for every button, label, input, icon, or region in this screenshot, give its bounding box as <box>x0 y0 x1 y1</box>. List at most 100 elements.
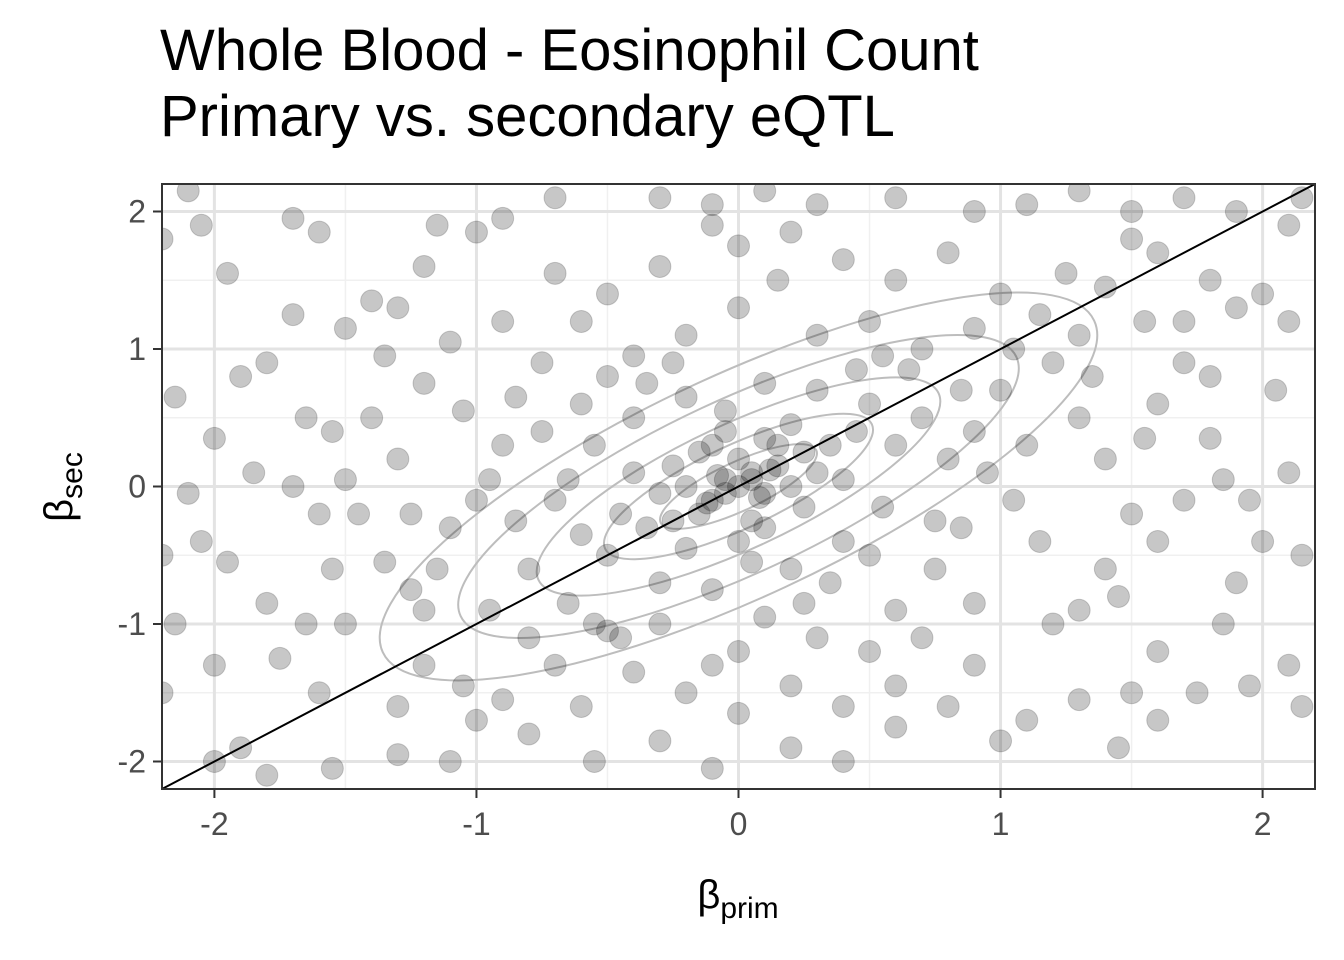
data-point <box>1251 282 1275 306</box>
data-point <box>491 688 515 712</box>
data-point <box>1211 468 1235 492</box>
data-point <box>425 213 449 237</box>
data-point <box>162 227 174 251</box>
data-point <box>1120 200 1144 223</box>
x-axis-subscript: prim <box>720 892 778 925</box>
data-point <box>255 591 279 615</box>
data-point <box>1198 365 1222 388</box>
data-point <box>504 509 528 533</box>
data-point <box>884 186 908 210</box>
identity-line-layer <box>162 184 1315 789</box>
data-point <box>989 282 1013 306</box>
density-contour-5 <box>378 291 1099 682</box>
data-point <box>1106 736 1130 760</box>
data-point <box>727 640 750 663</box>
data-point <box>713 420 737 443</box>
data-point <box>661 351 685 375</box>
data-point <box>373 550 397 574</box>
data-point <box>727 234 750 258</box>
data-point <box>962 591 986 615</box>
data-point <box>674 475 698 498</box>
data-point <box>504 385 528 409</box>
data-point <box>438 750 462 773</box>
data-point <box>674 536 698 560</box>
data-point <box>491 310 515 333</box>
chart-title: Whole Blood - Eosinophil Count <box>160 18 979 83</box>
data-point <box>622 344 646 368</box>
density-contours <box>378 291 1099 682</box>
data-point <box>831 248 855 272</box>
data-point <box>464 708 488 732</box>
data-point <box>438 516 462 540</box>
data-point <box>831 468 855 492</box>
data-point <box>386 695 410 718</box>
data-point <box>766 268 790 292</box>
data-point <box>386 447 410 471</box>
data-point <box>727 296 750 320</box>
data-point <box>661 454 685 478</box>
x-tick-label: 2 <box>1254 806 1272 842</box>
data-point <box>1067 598 1091 622</box>
data-point <box>347 502 371 526</box>
data-point <box>530 420 554 443</box>
data-point <box>609 502 633 526</box>
data-point <box>700 213 724 237</box>
data-point <box>962 316 986 340</box>
data-point <box>202 653 226 677</box>
data-point <box>517 722 541 746</box>
data-point <box>700 653 724 677</box>
data-point <box>962 200 986 223</box>
data-point <box>884 433 908 457</box>
data-point <box>1198 426 1222 450</box>
data-point <box>740 509 764 533</box>
data-point <box>779 220 803 244</box>
data-point <box>333 316 357 340</box>
data-point <box>1015 433 1039 457</box>
data-point <box>412 653 436 677</box>
data-point <box>1067 688 1091 712</box>
y-axis-symbol: β <box>37 499 81 522</box>
x-tick-label: 1 <box>992 806 1010 842</box>
density-contour-2 <box>602 412 875 561</box>
data-point <box>674 681 698 705</box>
data-point <box>844 358 868 382</box>
data-point <box>831 530 855 553</box>
data-point <box>268 646 292 670</box>
data-point <box>871 344 895 368</box>
data-point <box>569 523 593 547</box>
data-point <box>595 365 619 388</box>
data-point <box>975 461 999 485</box>
data-point <box>1054 261 1078 285</box>
data-point <box>962 653 986 677</box>
data-point <box>674 323 698 347</box>
data-point <box>635 371 659 395</box>
data-point <box>779 557 803 581</box>
data-point <box>255 763 279 787</box>
x-axis-ticks: -2 -1 0 1 2 <box>200 789 1271 842</box>
data-point <box>1002 488 1026 512</box>
data-point <box>530 351 554 375</box>
data-point <box>176 481 200 505</box>
data-point <box>294 406 318 430</box>
x-tick-label: -1 <box>462 806 490 842</box>
data-point <box>622 461 646 485</box>
y-axis-subscript: sec <box>56 452 89 499</box>
data-point <box>595 282 619 306</box>
data-point <box>884 598 908 622</box>
y-axis-ticks: -2 -1 0 1 2 <box>118 194 162 780</box>
data-point <box>753 371 777 395</box>
data-point <box>386 296 410 320</box>
data-point <box>189 530 213 553</box>
y-tick-label: 2 <box>128 194 146 230</box>
data-point <box>792 495 816 519</box>
data-point <box>281 303 305 327</box>
data-point <box>962 420 986 443</box>
data-point <box>1093 447 1117 471</box>
x-axis-symbol: β <box>697 873 720 917</box>
data-point <box>1185 681 1209 705</box>
data-point <box>648 481 672 505</box>
y-tick-label: -2 <box>118 744 146 780</box>
data-point <box>1015 708 1039 732</box>
data-point <box>858 543 882 567</box>
